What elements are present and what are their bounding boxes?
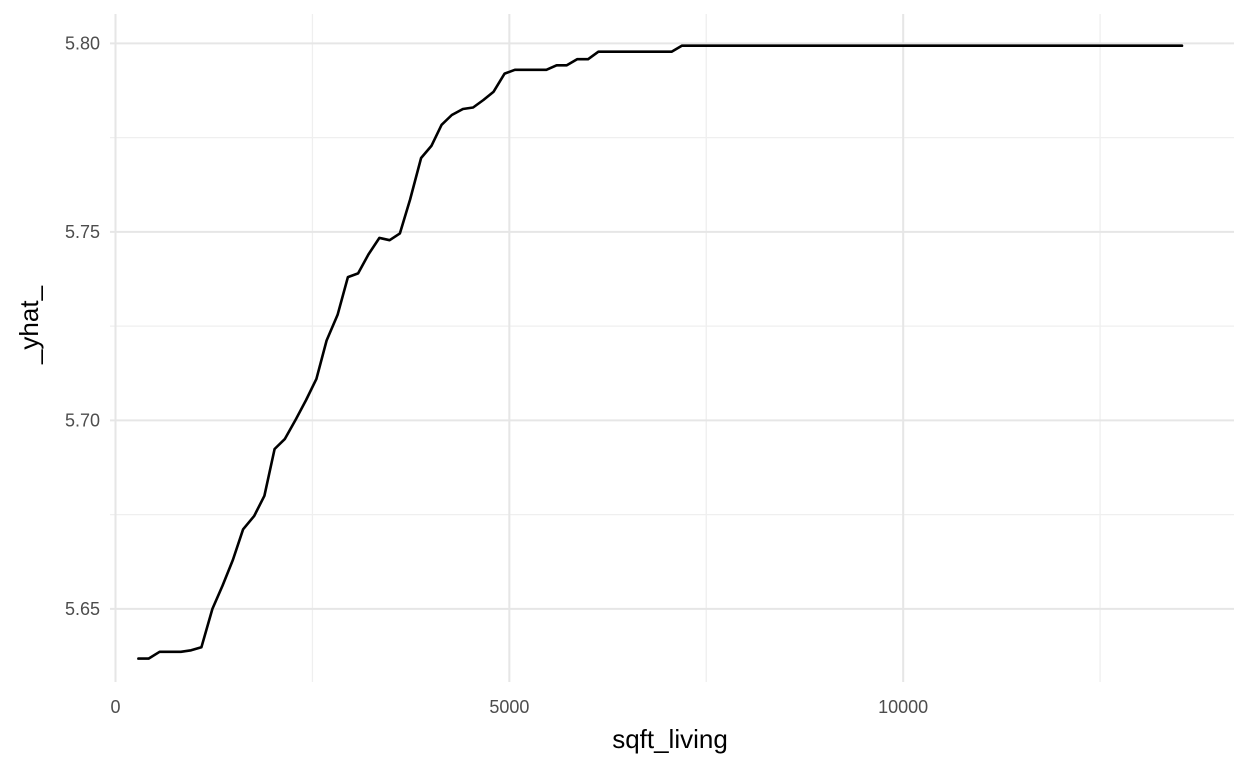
x-tick-label: 0 (111, 697, 121, 717)
x-tick-label: 5000 (489, 697, 529, 717)
y-tick-label: 5.80 (65, 33, 100, 53)
y-tick-label: 5.65 (65, 599, 100, 619)
series-line (137, 44, 1184, 660)
series-layer (137, 44, 1184, 660)
x-axis-title: sqft_living (612, 724, 728, 754)
x-tick-label: 10000 (878, 697, 928, 717)
major-gridlines (110, 14, 1234, 682)
y-axis-tick-labels: 5.65 5.70 5.75 5.80 (65, 33, 100, 618)
x-axis-tick-labels: 0 5000 10000 (111, 697, 929, 717)
minor-gridlines (110, 14, 1234, 682)
y-tick-label: 5.70 (65, 410, 100, 430)
y-axis-title: _yhat_ (14, 285, 44, 365)
y-tick-label: 5.75 (65, 222, 100, 242)
